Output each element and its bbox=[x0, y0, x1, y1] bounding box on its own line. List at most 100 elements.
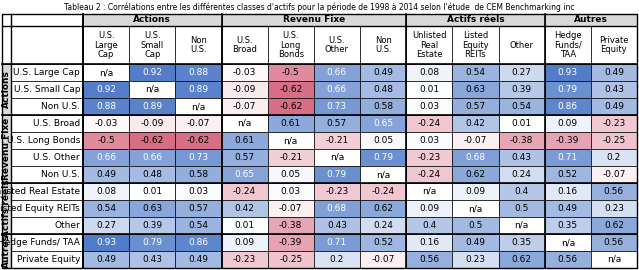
Text: 0.58: 0.58 bbox=[189, 170, 208, 179]
Text: -0.03: -0.03 bbox=[233, 68, 256, 77]
Text: 0.05: 0.05 bbox=[281, 170, 301, 179]
Bar bbox=[406, 81, 452, 98]
Text: 0.71: 0.71 bbox=[327, 238, 347, 247]
Bar bbox=[314, 26, 360, 64]
Text: -0.07: -0.07 bbox=[187, 119, 210, 128]
Bar bbox=[406, 115, 452, 132]
Bar bbox=[129, 251, 175, 268]
Bar bbox=[591, 115, 637, 132]
Bar bbox=[591, 217, 637, 234]
Bar bbox=[175, 217, 222, 234]
Bar bbox=[544, 200, 591, 217]
Bar bbox=[83, 115, 129, 132]
Text: 0.56: 0.56 bbox=[604, 187, 624, 196]
Text: 0.63: 0.63 bbox=[142, 204, 162, 213]
Text: 0.62: 0.62 bbox=[465, 170, 486, 179]
Text: n/a: n/a bbox=[238, 119, 252, 128]
Text: 0.03: 0.03 bbox=[281, 187, 301, 196]
Bar bbox=[83, 234, 129, 251]
Text: 0.35: 0.35 bbox=[558, 221, 578, 230]
Text: 0.49: 0.49 bbox=[373, 68, 393, 77]
Bar bbox=[498, 183, 544, 200]
Text: 0.35: 0.35 bbox=[512, 238, 532, 247]
Bar bbox=[544, 14, 637, 26]
Bar bbox=[268, 251, 314, 268]
Bar bbox=[360, 200, 406, 217]
Text: U.S.
Long
Bonds: U.S. Long Bonds bbox=[278, 31, 304, 59]
Bar bbox=[406, 132, 452, 149]
Text: U.S.
Broad: U.S. Broad bbox=[232, 36, 257, 54]
Text: 0.24: 0.24 bbox=[373, 221, 393, 230]
Bar bbox=[314, 234, 360, 251]
Text: 0.62: 0.62 bbox=[604, 221, 624, 230]
Bar bbox=[129, 234, 175, 251]
Bar bbox=[268, 149, 314, 166]
Bar bbox=[452, 251, 498, 268]
Text: 0.54: 0.54 bbox=[465, 68, 486, 77]
Bar bbox=[498, 200, 544, 217]
Text: 0.2: 0.2 bbox=[607, 153, 621, 162]
Bar bbox=[2, 234, 11, 268]
Text: 0.79: 0.79 bbox=[373, 153, 393, 162]
Text: 0.62: 0.62 bbox=[512, 255, 532, 264]
Text: 0.66: 0.66 bbox=[327, 68, 347, 77]
Text: 0.09: 0.09 bbox=[419, 204, 439, 213]
Bar bbox=[406, 26, 452, 64]
Bar bbox=[452, 217, 498, 234]
Bar bbox=[314, 98, 360, 115]
Text: -0.21: -0.21 bbox=[325, 136, 348, 145]
Bar bbox=[83, 251, 129, 268]
Text: Hedge
Funds/
TAA: Hedge Funds/ TAA bbox=[554, 31, 581, 59]
Text: Actifs réels: Actifs réels bbox=[447, 15, 504, 25]
Bar bbox=[544, 81, 591, 98]
Bar bbox=[544, 183, 591, 200]
Text: 0.2: 0.2 bbox=[330, 255, 344, 264]
Text: 0.49: 0.49 bbox=[189, 255, 208, 264]
Bar bbox=[591, 98, 637, 115]
Bar bbox=[360, 98, 406, 115]
Text: 0.65: 0.65 bbox=[235, 170, 255, 179]
Bar bbox=[2, 183, 11, 234]
Text: -0.09: -0.09 bbox=[141, 119, 164, 128]
Text: 0.23: 0.23 bbox=[604, 204, 624, 213]
Bar bbox=[544, 64, 591, 81]
Bar bbox=[11, 234, 83, 251]
Text: 0.43: 0.43 bbox=[327, 221, 347, 230]
Bar bbox=[11, 217, 83, 234]
Bar bbox=[360, 251, 406, 268]
Text: n/a: n/a bbox=[330, 153, 344, 162]
Text: -0.23: -0.23 bbox=[233, 255, 256, 264]
Text: 0.89: 0.89 bbox=[189, 85, 208, 94]
Text: U.S. Long Bonds: U.S. Long Bonds bbox=[6, 136, 80, 145]
Bar bbox=[452, 26, 498, 64]
Bar bbox=[129, 115, 175, 132]
Bar bbox=[129, 217, 175, 234]
Bar bbox=[129, 64, 175, 81]
Text: -0.24: -0.24 bbox=[371, 187, 395, 196]
Text: 0.57: 0.57 bbox=[327, 119, 347, 128]
Text: Non U.S.: Non U.S. bbox=[41, 102, 80, 111]
Bar bbox=[175, 81, 222, 98]
Bar bbox=[268, 115, 314, 132]
Bar bbox=[222, 234, 268, 251]
Text: -0.62: -0.62 bbox=[141, 136, 164, 145]
Text: -0.62: -0.62 bbox=[279, 85, 302, 94]
Bar bbox=[406, 166, 452, 183]
Text: -0.07: -0.07 bbox=[602, 170, 626, 179]
Text: 0.27: 0.27 bbox=[96, 221, 116, 230]
Text: -0.07: -0.07 bbox=[233, 102, 256, 111]
Bar bbox=[360, 81, 406, 98]
Bar bbox=[175, 200, 222, 217]
Bar bbox=[2, 26, 83, 64]
Bar bbox=[129, 183, 175, 200]
Text: 0.09: 0.09 bbox=[465, 187, 486, 196]
Bar bbox=[83, 200, 129, 217]
Text: -0.24: -0.24 bbox=[233, 187, 256, 196]
Text: 0.39: 0.39 bbox=[142, 221, 162, 230]
Text: 0.73: 0.73 bbox=[327, 102, 347, 111]
Bar bbox=[544, 149, 591, 166]
Text: 0.42: 0.42 bbox=[465, 119, 486, 128]
Text: 0.56: 0.56 bbox=[558, 255, 578, 264]
Text: 0.92: 0.92 bbox=[142, 68, 162, 77]
Bar bbox=[175, 251, 222, 268]
